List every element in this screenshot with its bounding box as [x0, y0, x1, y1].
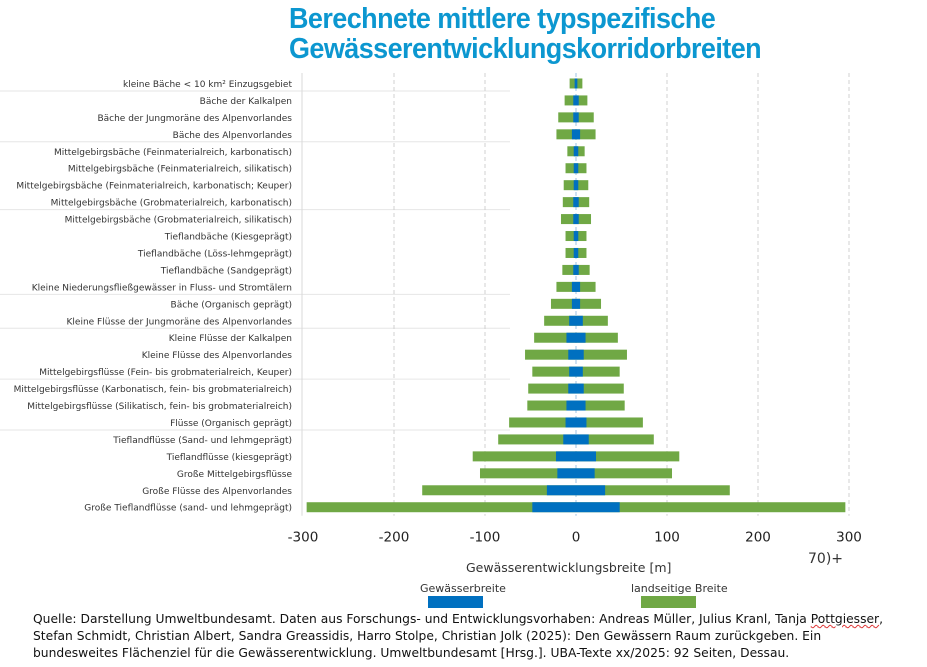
legend-swatch-water: [428, 596, 483, 608]
legend-label-water: Gewässerbreite: [420, 582, 506, 595]
bar-gewaesserbreite: [573, 112, 579, 123]
category-label: Große Flüsse des Alpenvorlandes: [142, 487, 292, 497]
category-label: Tieflandflüsse (kiesgeprägt): [166, 453, 292, 463]
x-tick-label: 300: [836, 530, 862, 546]
bar-gewaesserbreite: [557, 468, 595, 479]
legend-swatch-land: [641, 596, 696, 608]
category-labels: kleine Bäche < 10 km² Einzugsgebiet Bäche…: [14, 80, 293, 514]
category-label: Mittelgebirgsbäche (Grobmaterialreich, k…: [51, 199, 292, 209]
x-tick-label: 0: [572, 530, 581, 546]
category-label: Kleine Flüsse der Kalkalpen: [169, 334, 292, 344]
x-axis-title: Gewässerentwicklungsbreite [m]: [466, 560, 672, 575]
chart-plot-area: kleine Bäche < 10 km² Einzugsgebiet Bäche…: [0, 73, 862, 546]
chart-title-line-2: Gewässerentwicklungskorridorbreiten: [289, 33, 762, 65]
category-label: Kleine Flüsse des Alpenvorlandes: [142, 351, 293, 361]
category-label: Kleine Niederungsfließgewässer in Fluss-…: [32, 283, 292, 293]
x-tick-label: -100: [470, 530, 501, 546]
category-label: Große Tieflandflüsse (sand- und lehmgepr…: [84, 504, 292, 514]
chart-title: Berechnete mittlere typspezifische Gewäs…: [289, 4, 866, 64]
bar-gewaesserbreite: [573, 231, 579, 242]
bar-gewaesserbreite: [573, 247, 579, 258]
row-separators: [0, 90, 510, 431]
category-label: Bäche (Organisch geprägt): [171, 300, 292, 310]
category-label: Flüsse (Organisch geprägt): [170, 419, 292, 429]
bar-gewaesserbreite: [563, 434, 589, 445]
bar-gewaesserbreite: [573, 264, 579, 275]
source-line-3: bundesweites Flächenziel für die Gewässe…: [33, 646, 790, 660]
bars: [306, 78, 846, 513]
bar-gewaesserbreite: [566, 400, 586, 411]
category-label: kleine Bäche < 10 km² Einzugsgebiet: [123, 80, 292, 90]
bar-gewaesserbreite: [573, 163, 579, 174]
stray-text: 70)+: [808, 551, 844, 567]
bar-gewaesserbreite: [568, 349, 584, 360]
chart-title-line-1: Berechnete mittlere typspezifische: [289, 3, 716, 35]
category-label: Bäche des Alpenvorlandes: [173, 131, 293, 141]
category-label: Mittelgebirgsflüsse (Karbonatisch, fein-…: [14, 385, 292, 395]
bar-gewaesserbreite: [565, 417, 587, 428]
category-label: Tieflandbäche (Sandgeprägt): [160, 266, 292, 276]
category-label: Mittelgebirgsbäche (Feinmaterialreich, k…: [54, 148, 292, 158]
bar-gewaesserbreite: [566, 332, 586, 343]
x-tick-label: 200: [745, 530, 771, 546]
category-label: Mittelgebirgsflüsse (Fein- bis grobmater…: [39, 368, 292, 378]
category-label: Bäche der Jungmoräne des Alpenvorlandes: [97, 114, 292, 124]
bar-gewaesserbreite: [569, 366, 583, 377]
bar-gewaesserbreite: [546, 485, 606, 496]
x-tick-label: -300: [288, 530, 319, 546]
bar-gewaesserbreite: [573, 95, 579, 106]
category-label: Mittelgebirgsbäche (Grobmaterialreich, s…: [65, 216, 292, 226]
category-label: Mittelgebirgsflüsse (Silikatisch, fein- …: [27, 402, 292, 412]
x-tick-label: -200: [379, 530, 410, 546]
category-label: Große Mittelgebirgsflüsse: [177, 470, 293, 480]
bar-gewaesserbreite: [573, 180, 579, 191]
category-label: Bäche der Kalkalpen: [200, 97, 292, 107]
source-line-1-text: Quelle: Darstellung Umweltbundesamt. Dat…: [33, 612, 811, 626]
bar-gewaesserbreite: [573, 214, 579, 225]
bar-gewaesserbreite: [555, 451, 597, 462]
bar-gewaesserbreite: [571, 298, 581, 309]
bar-gewaesserbreite: [568, 383, 584, 394]
bar-gewaesserbreite: [569, 315, 583, 326]
source-spellcheck-word: Pottgiesser: [810, 612, 880, 626]
category-label: Mittelgebirgsbäche (Feinmaterialreich, s…: [68, 165, 292, 175]
category-label: Mittelgebirgsbäche (Feinmaterialreich, k…: [16, 182, 292, 192]
source-line-1-end: ,: [879, 612, 884, 626]
bar-gewaesserbreite: [571, 281, 581, 292]
category-label: Kleine Flüsse der Jungmoräne des Alpenvo…: [67, 317, 293, 327]
category-label: Tieflandflüsse (Sand- und lehmgeprägt): [112, 436, 292, 446]
source-line-1: Quelle: Darstellung Umweltbundesamt. Dat…: [33, 611, 913, 628]
x-tick-label: 100: [654, 530, 680, 546]
source-citation: Quelle: Darstellung Umweltbundesamt. Dat…: [33, 611, 913, 662]
x-tick-labels: -300 -200 -100 0 100 200 300: [288, 530, 862, 546]
category-label: Tieflandbäche (Löss-lehmgeprägt): [137, 249, 292, 259]
category-label: Tieflandbäche (Kiesgeprägt): [164, 233, 292, 243]
bar-gewaesserbreite: [532, 502, 620, 513]
legend-label-land: landseitige Breite: [631, 582, 728, 595]
bar-gewaesserbreite: [573, 146, 579, 157]
bar-gewaesserbreite: [574, 78, 578, 89]
bar-gewaesserbreite: [573, 197, 579, 208]
source-line-2: Stefan Schmidt, Christian Albert, Sandra…: [33, 629, 822, 643]
bar-gewaesserbreite: [571, 129, 581, 140]
